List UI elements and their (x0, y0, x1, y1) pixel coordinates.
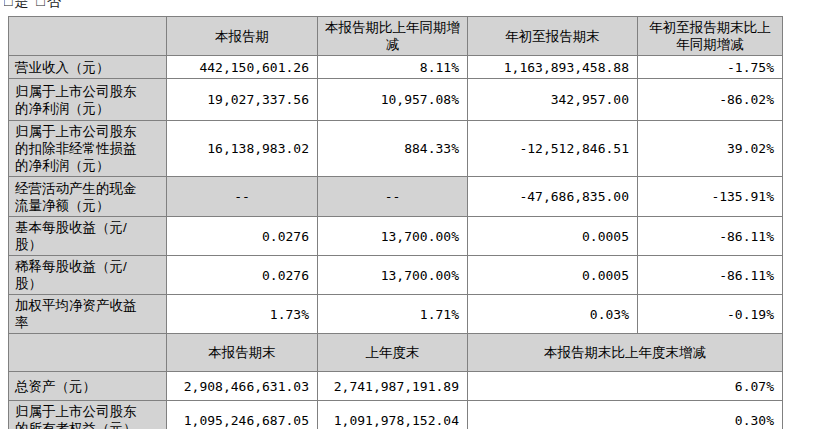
row-label: 归属于上市公司股东的净利润（元） (9, 79, 167, 121)
row-label: 经营活动产生的现金流量净额（元） (9, 177, 167, 217)
table-row-net-profit-excl-nonrecurring: 归属于上市公司股东的扣除非经常性损益的净利润（元） 16,138,983.02 … (9, 121, 783, 177)
value-yoy-change: 884.33% (318, 121, 468, 177)
row-label: 基本每股收益（元/股） (9, 217, 167, 256)
value-ytd-yoy-change: -86.11% (638, 256, 783, 295)
value-ytd-yoy-change: -0.19% (638, 295, 783, 334)
value-ytd-yoy-change: -86.02% (638, 79, 783, 121)
value-ytd: 342,957.00 (468, 79, 638, 121)
value-current: 442,150,601.26 (167, 56, 318, 79)
header-corner-cell (9, 334, 167, 372)
value-prev-year-end: 2,741,987,191.89 (318, 372, 468, 401)
value-period-end: 1,095,246,687.05 (167, 401, 318, 429)
row-label: 总资产（元） (9, 372, 167, 401)
table-row-weighted-avg-roe: 加权平均净资产收益率 1.73% 1.71% 0.03% -0.19% (9, 295, 783, 334)
value-current: 0.0276 (167, 217, 318, 256)
table-row-operating-revenue: 营业收入（元） 442,150,601.26 8.11% 1,163,893,4… (9, 56, 783, 79)
yes-no-checkbox-text: □是 □否 (4, 0, 63, 9)
row-label: 营业收入（元） (9, 56, 167, 79)
header-current-vs-prior-year: 本报告期比上年同期增减 (318, 17, 468, 56)
header-year-to-date: 年初至报告期末 (468, 17, 638, 56)
row-label: 稀释每股收益（元/股） (9, 256, 167, 295)
header-current-period: 本报告期 (167, 17, 318, 56)
value-current: 16,138,983.02 (167, 121, 318, 177)
value-ytd: 0.03% (468, 295, 638, 334)
header-end-vs-prev-year-end: 本报告期末比上年度末增减 (468, 334, 783, 372)
value-ytd: 0.0005 (468, 217, 638, 256)
value-current: 19,027,337.56 (167, 79, 318, 121)
value-period-end: 2,908,466,631.03 (167, 372, 318, 401)
row-label: 加权平均净资产收益率 (9, 295, 167, 334)
financial-summary-table: 本报告期 本报告期比上年同期增减 年初至报告期末 年初至报告期末比上年同期增减 … (8, 16, 783, 429)
table-header-period: 本报告期 本报告期比上年同期增减 年初至报告期末 年初至报告期末比上年同期增减 (9, 17, 783, 56)
value-ytd-yoy-change: -86.11% (638, 217, 783, 256)
value-ytd-yoy-change: -1.75% (638, 56, 783, 79)
table-row-basic-eps: 基本每股收益（元/股） 0.0276 13,700.00% 0.0005 -86… (9, 217, 783, 256)
table-row-total-assets: 总资产（元） 2,908,466,631.03 2,741,987,191.89… (9, 372, 783, 401)
table-row-diluted-eps: 稀释每股收益（元/股） 0.0276 13,700.00% 0.0005 -86… (9, 256, 783, 295)
value-yoy-change: 8.11% (318, 56, 468, 79)
value-ytd: -47,686,835.00 (468, 177, 638, 217)
value-ytd: 0.0005 (468, 256, 638, 295)
value-yoy-change: 10,957.08% (318, 79, 468, 121)
value-yoy-change-not-applicable: -- (318, 177, 468, 217)
value-prev-year-end: 1,091,978,152.04 (318, 401, 468, 429)
header-corner-cell (9, 17, 167, 56)
value-yoy-change: 13,700.00% (318, 256, 468, 295)
header-ytd-vs-prior-year: 年初至报告期末比上年同期增减 (638, 17, 783, 56)
value-yoy-change: 1.71% (318, 295, 468, 334)
table-header-balance: 本报告期末 上年度末 本报告期末比上年度末增减 (9, 334, 783, 372)
value-ytd: 1,163,893,458.88 (468, 56, 638, 79)
table-row-equity-attributable-to-shareholders: 归属于上市公司股东的所有者权益（元） 1,095,246,687.05 1,09… (9, 401, 783, 429)
value-yoy-change: 13,700.00% (318, 217, 468, 256)
value-change: 0.30% (468, 401, 783, 429)
header-prev-year-end: 上年度末 (318, 334, 468, 372)
yes-no-checkbox-line: □是 □否 (4, 0, 63, 9)
key-indicators-table: 本报告期 本报告期比上年同期增减 年初至报告期末 年初至报告期末比上年同期增减 … (8, 16, 783, 429)
row-label: 归属于上市公司股东的所有者权益（元） (9, 401, 167, 429)
value-ytd-yoy-change: 39.02% (638, 121, 783, 177)
row-label: 归属于上市公司股东的扣除非经常性损益的净利润（元） (9, 121, 167, 177)
table-row-net-profit: 归属于上市公司股东的净利润（元） 19,027,337.56 10,957.08… (9, 79, 783, 121)
value-current: 0.0276 (167, 256, 318, 295)
value-current: 1.73% (167, 295, 318, 334)
value-current-not-applicable: -- (167, 177, 318, 217)
table-row-operating-cash-flow: 经营活动产生的现金流量净额（元） -- -- -47,686,835.00 -1… (9, 177, 783, 217)
header-period-end: 本报告期末 (167, 334, 318, 372)
value-ytd: -12,512,846.51 (468, 121, 638, 177)
value-ytd-yoy-change: -135.91% (638, 177, 783, 217)
value-change: 6.07% (468, 372, 783, 401)
